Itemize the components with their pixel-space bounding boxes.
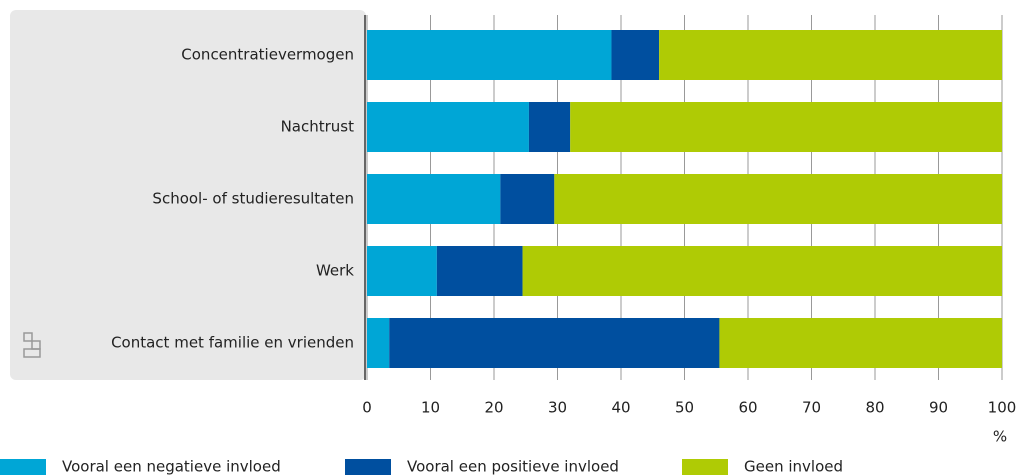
- y-tick-label: School- of studieresultaten: [152, 190, 354, 208]
- x-tick-label: 90: [929, 399, 948, 417]
- bar-segment: [367, 30, 612, 80]
- bar-segment: [570, 102, 1002, 152]
- x-tick-label: 20: [484, 399, 503, 417]
- x-tick-label: 80: [865, 399, 884, 417]
- bar-segment: [436, 246, 523, 296]
- bar-segment: [367, 318, 390, 368]
- label-panel: [10, 10, 366, 380]
- legend-label: Vooral een negatieve invloed: [62, 458, 281, 475]
- x-tick-label: 100: [988, 399, 1017, 417]
- x-axis-label: %: [993, 428, 1007, 446]
- bar-segment: [528, 102, 571, 152]
- bar-segment: [367, 102, 529, 152]
- bar-segment: [659, 30, 1002, 80]
- legend-label: Geen invloed: [744, 458, 843, 475]
- bar-segment: [719, 318, 1002, 368]
- x-tick-label: 50: [675, 399, 694, 417]
- legend-swatch: [345, 459, 391, 475]
- logo: [23, 332, 41, 358]
- bar-segment: [500, 174, 555, 224]
- y-tick-label: Concentratievermogen: [181, 46, 354, 64]
- bar-segment: [367, 246, 437, 296]
- y-tick-label: Nachtrust: [281, 118, 355, 136]
- y-tick-label: Contact met familie en vrienden: [111, 334, 354, 352]
- bar-segment: [522, 246, 1002, 296]
- x-tick-label: 40: [611, 399, 630, 417]
- x-tick-label: 10: [421, 399, 440, 417]
- x-tick-label: 30: [548, 399, 567, 417]
- x-tick-label: 60: [738, 399, 757, 417]
- bar-segment: [554, 174, 1002, 224]
- bar-segment: [389, 318, 720, 368]
- legend-swatch: [682, 459, 728, 475]
- y-tick-label: Werk: [316, 262, 354, 280]
- bar-segment: [611, 30, 660, 80]
- legend-swatch: [0, 459, 46, 475]
- x-tick-label: 70: [802, 399, 821, 417]
- bar-segment: [367, 174, 501, 224]
- legend-label: Vooral een positieve invloed: [407, 458, 619, 475]
- x-tick-label: 0: [362, 399, 372, 417]
